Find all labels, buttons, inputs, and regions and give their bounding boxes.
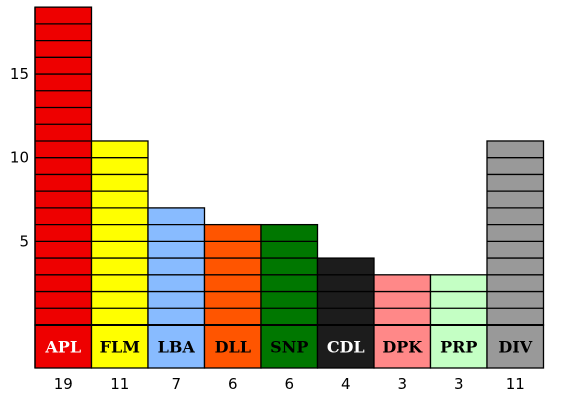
seat-count-row: 19 11 7 6 6 4 3 3 11 xyxy=(54,375,525,393)
party-label-row: APL FLM LBA DLL SNP CDL DPK PRP DIV xyxy=(34,324,545,369)
bars-group xyxy=(34,6,545,326)
bar-dpk-fill xyxy=(373,274,432,326)
party-label-box-div xyxy=(486,324,545,369)
party-label-prp: PRP xyxy=(440,338,477,357)
bar-dpk xyxy=(373,274,432,326)
party-label-dll: DLL xyxy=(215,338,251,357)
bar-lba-fill xyxy=(147,207,206,326)
party-label-dpk: DPK xyxy=(382,338,423,357)
bar-apl xyxy=(34,6,93,326)
bar-apl-fill xyxy=(34,6,93,326)
seat-count-apl: 19 xyxy=(54,375,73,393)
party-label-lba: LBA xyxy=(158,338,196,357)
bar-div-fill xyxy=(486,140,545,326)
party-label-snp: SNP xyxy=(270,338,308,357)
bar-lba xyxy=(147,207,206,326)
party-label-div: DIV xyxy=(498,338,532,357)
y-axis: 5 10 15 xyxy=(10,7,36,368)
seat-count-div: 11 xyxy=(506,375,525,393)
y-tick-label: 15 xyxy=(10,65,29,83)
bar-prp xyxy=(429,274,488,326)
bar-div xyxy=(486,140,545,326)
party-label-box-flm xyxy=(90,324,149,369)
seat-count-snp: 6 xyxy=(284,375,294,393)
seat-count-cdl: 4 xyxy=(341,375,351,393)
bar-flm-fill xyxy=(90,140,149,326)
seat-count-lba: 7 xyxy=(171,375,181,393)
party-label-box-cdl xyxy=(316,324,375,369)
party-label-flm: FLM xyxy=(100,338,140,357)
seat-count-dll: 6 xyxy=(228,375,238,393)
party-label-cdl: CDL xyxy=(327,338,365,357)
bar-prp-fill xyxy=(429,274,488,326)
bar-snp xyxy=(260,223,319,326)
bar-dll xyxy=(203,223,262,326)
party-label-box-dpk xyxy=(373,324,432,369)
bar-flm xyxy=(90,140,149,326)
party-label-box-lba xyxy=(147,324,206,369)
seat-count-dpk: 3 xyxy=(397,375,407,393)
y-tick-label: 10 xyxy=(10,149,29,167)
bar-cdl xyxy=(316,257,375,326)
y-tick-label: 5 xyxy=(19,232,29,250)
party-label-apl: APL xyxy=(44,338,81,357)
party-label-box-dll xyxy=(203,324,262,369)
seat-count-flm: 11 xyxy=(110,375,129,393)
seat-count-prp: 3 xyxy=(454,375,464,393)
